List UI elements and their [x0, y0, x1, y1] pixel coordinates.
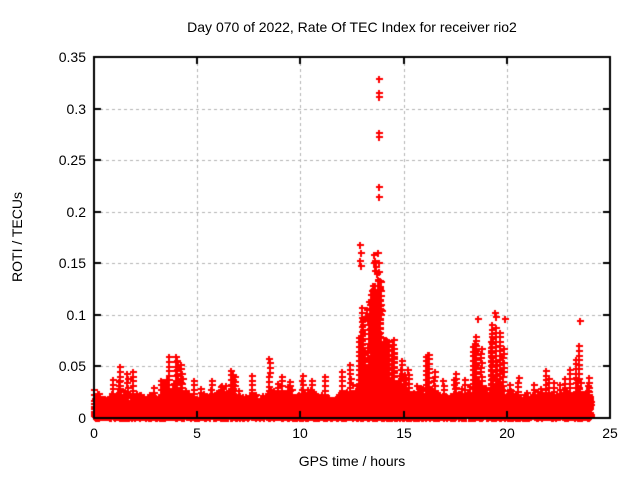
y-tick-label: 0	[78, 410, 86, 426]
y-tick-label: 0.35	[58, 49, 86, 65]
x-tick-label: 0	[90, 425, 98, 441]
y-tick-label: 0.25	[58, 152, 86, 168]
y-tick-label: 0.1	[66, 307, 86, 323]
x-tick-label: 20	[499, 425, 515, 441]
x-tick-label: 25	[602, 425, 618, 441]
chart-title: Day 070 of 2022, Rate Of TEC Index for r…	[187, 19, 517, 35]
y-tick-label: 0.05	[58, 358, 86, 374]
y-axis-label: ROTI / TECUs	[9, 192, 25, 282]
y-tick-label: 0.2	[66, 204, 86, 220]
x-tick-label: 5	[193, 425, 201, 441]
x-axis-label: GPS time / hours	[298, 453, 406, 469]
x-tick-label: 10	[292, 425, 308, 441]
y-tick-label: 0.3	[66, 101, 86, 117]
x-tick-label: 15	[396, 425, 412, 441]
y-tick-label: 0.15	[58, 255, 86, 271]
